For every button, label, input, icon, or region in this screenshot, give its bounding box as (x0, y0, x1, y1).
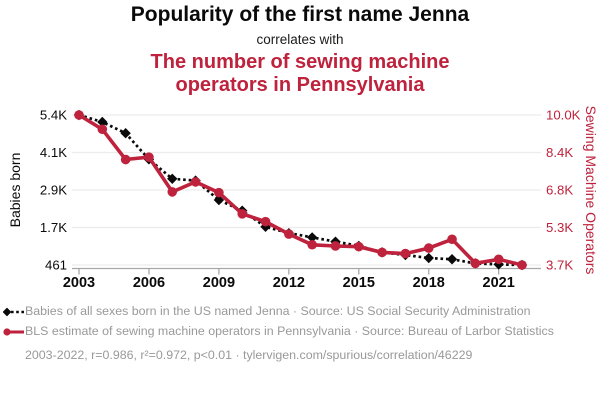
sewing-machine-operators-pa-data-point (284, 229, 294, 239)
y-axis-tick-label-left: 4.1K (40, 145, 67, 160)
sewing-machine-operators-pa-data-point (330, 241, 341, 251)
sewing-machine-operators-pa-data-point (353, 241, 364, 252)
sewing-machine-operators-pa-data-point (167, 187, 178, 197)
x-axis-tick-label: 2006 (133, 275, 165, 291)
y-axis-tick-label-right: 3.7K (546, 258, 573, 273)
circle-solid-legend-icon (3, 328, 24, 336)
legend-label-sewing-operators: BLS estimate of sewing machine operators… (25, 323, 554, 338)
jenna-babies-data-point (213, 194, 225, 206)
jenna-babies-data-point (423, 252, 434, 264)
sewing-machine-operators-pa-data-point (470, 258, 481, 269)
y-axis-tick-label-left: 461 (45, 258, 67, 273)
stats-footer: 2003-2022, r=0.986, r²=0.972, p<0.01 · t… (25, 347, 473, 362)
y-axis-tick-label-right: 6.8K (546, 183, 573, 198)
sewing-machine-operators-pa-data-point (237, 209, 248, 219)
sewing-machine-operators-pa-data-point (214, 187, 224, 198)
y-axis-tick-label-right: 10.0K (546, 108, 581, 123)
x-axis-tick-label: 2012 (273, 275, 305, 291)
sewing-machine-operators-pa-data-point (447, 234, 457, 245)
x-axis-tick-label: 2018 (413, 275, 445, 291)
sewing-machine-operators-pa-data-point (260, 216, 271, 227)
chart-svg: 5.4K 10.0K 4.1K 8.4K 2.9K 6.8K 1.7K 5.3K 461 3.7K… (40, 108, 581, 291)
y-axis-tick-label-left: 2.9K (40, 183, 67, 198)
sewing-machine-operators-pa-data-point (190, 177, 201, 187)
connector-text: correlates with (256, 32, 344, 47)
sewing-machine-operators-pa-data-point (74, 110, 84, 120)
sewing-machine-operators-pa-data-point (517, 260, 527, 270)
diamond-dashed-legend-icon (3, 307, 24, 317)
sewing-machine-operators-pa-data-point (307, 239, 317, 250)
chart-legend: Babies of all sexes born in the US named… (3, 304, 578, 363)
sewing-machine-operators-pa-data-point (97, 124, 108, 135)
jenna-babies-data-point (306, 232, 318, 243)
legend-item-sewing-operators: BLS estimate of sewing machine operators… (3, 324, 578, 340)
sewing-machine-operators-pa-data-point (120, 154, 131, 165)
y-axis-tick-label-left: 5.4K (40, 108, 67, 123)
sewing-machine-operators-pa-data-point (400, 248, 411, 259)
legend-label-jenna-babies: Babies of all sexes born in the US named… (25, 304, 531, 318)
y-axis-tick-label-right: 8.4K (546, 145, 573, 160)
sewing-machine-operators-pa-data-point (493, 254, 504, 265)
page-title: Popularity of the first name Jenna (130, 3, 470, 26)
y-axis-tick-label-left: 1.7K (40, 220, 67, 235)
jenna-babies-data-point (446, 254, 458, 265)
x-axis-tick-label: 2015 (343, 275, 375, 291)
legend-item-jenna-babies: Babies of all sexes born in the US named… (3, 304, 578, 320)
sewing-machine-operators-pa-data-point (423, 243, 434, 253)
x-axis-tick-label: 2003 (63, 275, 95, 291)
x-axis-tick-label: 2009 (203, 275, 235, 291)
x-axis-tick-label: 2021 (483, 275, 515, 291)
chart-subtitle: The number of sewing machine operators i… (150, 51, 450, 96)
y-axis-tick-label-right: 5.3K (546, 220, 573, 235)
sewing-machine-operators-pa-data-point (144, 152, 154, 162)
sewing-machine-operators-pa-data-point (377, 247, 387, 258)
jenna-babies-data-point (120, 128, 131, 139)
jenna-babies-data-point (167, 173, 178, 184)
